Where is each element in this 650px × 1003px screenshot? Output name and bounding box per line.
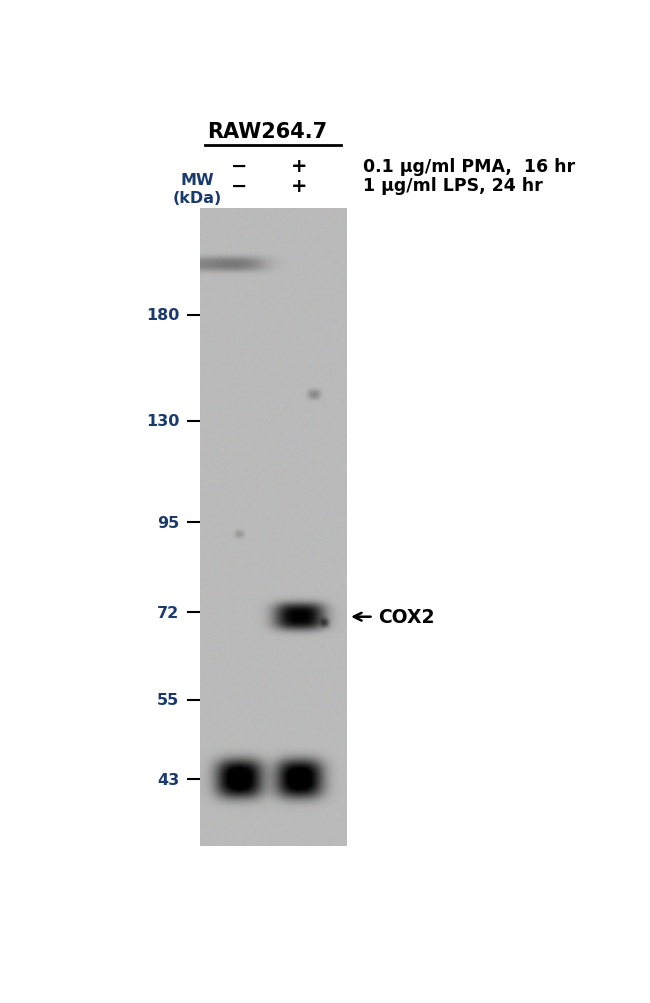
Text: RAW264.7: RAW264.7 xyxy=(207,122,328,142)
Text: +: + xyxy=(291,177,307,196)
Text: 72: 72 xyxy=(157,605,179,620)
Text: 55: 55 xyxy=(157,692,179,707)
Text: 95: 95 xyxy=(157,516,179,531)
Text: −: − xyxy=(231,157,247,177)
Text: +: + xyxy=(291,157,307,177)
Text: 43: 43 xyxy=(157,772,179,787)
Text: 1 μg/ml LPS, 24 hr: 1 μg/ml LPS, 24 hr xyxy=(363,177,543,195)
Text: 130: 130 xyxy=(146,413,179,428)
Text: MW
(kDa): MW (kDa) xyxy=(172,173,222,206)
Text: 0.1 μg/ml PMA,  16 hr: 0.1 μg/ml PMA, 16 hr xyxy=(363,157,575,176)
Text: COX2: COX2 xyxy=(378,608,435,627)
Text: 180: 180 xyxy=(146,308,179,323)
Text: −: − xyxy=(231,177,247,196)
